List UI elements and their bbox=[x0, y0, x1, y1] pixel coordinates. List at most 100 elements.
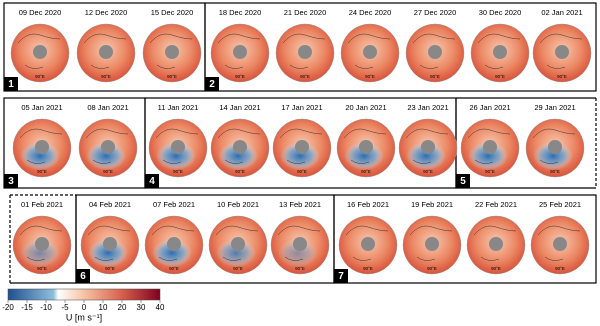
group-frame bbox=[9, 194, 76, 283]
coastlines bbox=[217, 33, 261, 69]
map-label: 90°E bbox=[235, 74, 245, 79]
blue-anomaly bbox=[344, 142, 384, 170]
blue-anomaly bbox=[156, 142, 196, 170]
panel-date: 14 Jan 2021 bbox=[219, 103, 260, 112]
blue-anomaly bbox=[280, 142, 320, 170]
coastlines bbox=[85, 128, 129, 164]
coastlines bbox=[19, 225, 63, 261]
panel-date: 09 Dec 2020 bbox=[19, 8, 62, 17]
coastlines bbox=[149, 33, 193, 69]
panel-date: 30 Dec 2020 bbox=[479, 8, 522, 17]
map-label: 90°E bbox=[485, 169, 495, 174]
pole-mask bbox=[295, 140, 309, 154]
pole-mask bbox=[35, 140, 49, 154]
group-number: 3 bbox=[8, 176, 14, 187]
blue-anomaly bbox=[468, 142, 508, 170]
map-label: 90°E bbox=[103, 169, 113, 174]
group-frame bbox=[333, 194, 597, 284]
panel-date: 26 Jan 2021 bbox=[469, 103, 510, 112]
map-label: 90°E bbox=[300, 74, 310, 79]
colorbar-tick-label: -20 bbox=[2, 303, 14, 312]
group-number: 5 bbox=[460, 176, 466, 187]
pole-mask bbox=[231, 237, 245, 251]
pole-mask bbox=[101, 140, 115, 154]
panel-date: 13 Feb 2021 bbox=[279, 200, 321, 209]
coastlines bbox=[412, 33, 456, 69]
coastlines bbox=[473, 225, 517, 261]
group-number: 1 bbox=[8, 79, 14, 90]
colorbar-tick-label: 10 bbox=[99, 303, 108, 312]
panel-date: 10 Feb 2021 bbox=[217, 200, 259, 209]
panel-date: 20 Jan 2021 bbox=[345, 103, 386, 112]
panel-date: 11 Jan 2021 bbox=[158, 103, 199, 112]
colorbar bbox=[7, 288, 161, 301]
pole-mask bbox=[359, 140, 373, 154]
pole-mask bbox=[555, 45, 569, 59]
coastlines bbox=[532, 128, 576, 164]
coastlines bbox=[217, 128, 261, 164]
panel-date: 25 Feb 2021 bbox=[539, 200, 581, 209]
panel-date: 22 Feb 2021 bbox=[475, 200, 517, 209]
group-number: 7 bbox=[338, 271, 344, 282]
coastlines bbox=[409, 225, 453, 261]
pole-mask bbox=[428, 45, 442, 59]
panel-date: 21 Dec 2020 bbox=[284, 8, 327, 17]
blue-anomaly bbox=[218, 142, 258, 170]
group-badge bbox=[334, 269, 348, 283]
pole-mask bbox=[171, 140, 185, 154]
map-label: 90°E bbox=[491, 266, 501, 271]
group-number: 4 bbox=[149, 176, 155, 187]
map-label: 90°E bbox=[361, 169, 371, 174]
panel-date: 19 Feb 2021 bbox=[411, 200, 453, 209]
blue-anomaly bbox=[152, 239, 192, 267]
map-label: 90°E bbox=[430, 74, 440, 79]
blue-anomaly bbox=[216, 239, 256, 267]
group-badge bbox=[4, 174, 18, 188]
coastlines bbox=[345, 225, 389, 261]
colorbar-tick-label: 30 bbox=[137, 303, 146, 312]
pole-mask bbox=[33, 45, 47, 59]
colorbar-label: U [m s⁻¹] bbox=[66, 312, 102, 322]
map-label: 90°E bbox=[550, 169, 560, 174]
coastlines bbox=[87, 225, 131, 261]
coastlines bbox=[477, 33, 521, 69]
map-label: 90°E bbox=[427, 266, 437, 271]
blue-anomaly bbox=[88, 239, 128, 267]
coastlines bbox=[347, 33, 391, 69]
blue-anomaly bbox=[20, 142, 60, 170]
map-label: 90°E bbox=[555, 266, 565, 271]
colorbar-tick-label: -5 bbox=[61, 303, 69, 312]
map-label: 90°E bbox=[363, 266, 373, 271]
pole-mask bbox=[483, 140, 497, 154]
panel-date: 07 Feb 2021 bbox=[153, 200, 195, 209]
group-number: 6 bbox=[80, 271, 86, 282]
pole-mask bbox=[233, 45, 247, 59]
panel-date: 23 Jan 2021 bbox=[407, 103, 448, 112]
pole-mask bbox=[425, 237, 439, 251]
map-label: 90°E bbox=[101, 74, 111, 79]
coastlines bbox=[155, 128, 199, 164]
pole-mask bbox=[361, 237, 375, 251]
coastlines bbox=[151, 225, 195, 261]
panel-date: 29 Jan 2021 bbox=[534, 103, 575, 112]
pole-mask bbox=[99, 45, 113, 59]
map-label: 90°E bbox=[235, 169, 245, 174]
map-label: 90°E bbox=[35, 74, 45, 79]
panel-date: 08 Jan 2021 bbox=[87, 103, 128, 112]
panel-date: 18 Dec 2020 bbox=[219, 8, 262, 17]
map-label: 90°E bbox=[297, 169, 307, 174]
pole-mask bbox=[363, 45, 377, 59]
panel-date: 15 Dec 2020 bbox=[151, 8, 194, 17]
pole-mask bbox=[553, 237, 567, 251]
panel-date: 02 Jan 2021 bbox=[541, 8, 582, 17]
map-label: 90°E bbox=[37, 169, 47, 174]
map-label: 90°E bbox=[557, 74, 567, 79]
panel-date: 04 Feb 2021 bbox=[89, 200, 131, 209]
group-frame bbox=[204, 2, 597, 92]
group-badge bbox=[76, 269, 90, 283]
map-label: 90°E bbox=[105, 266, 115, 271]
panel-date: 27 Dec 2020 bbox=[414, 8, 457, 17]
coastlines bbox=[405, 128, 449, 164]
pole-mask bbox=[293, 237, 307, 251]
pole-mask bbox=[103, 237, 117, 251]
